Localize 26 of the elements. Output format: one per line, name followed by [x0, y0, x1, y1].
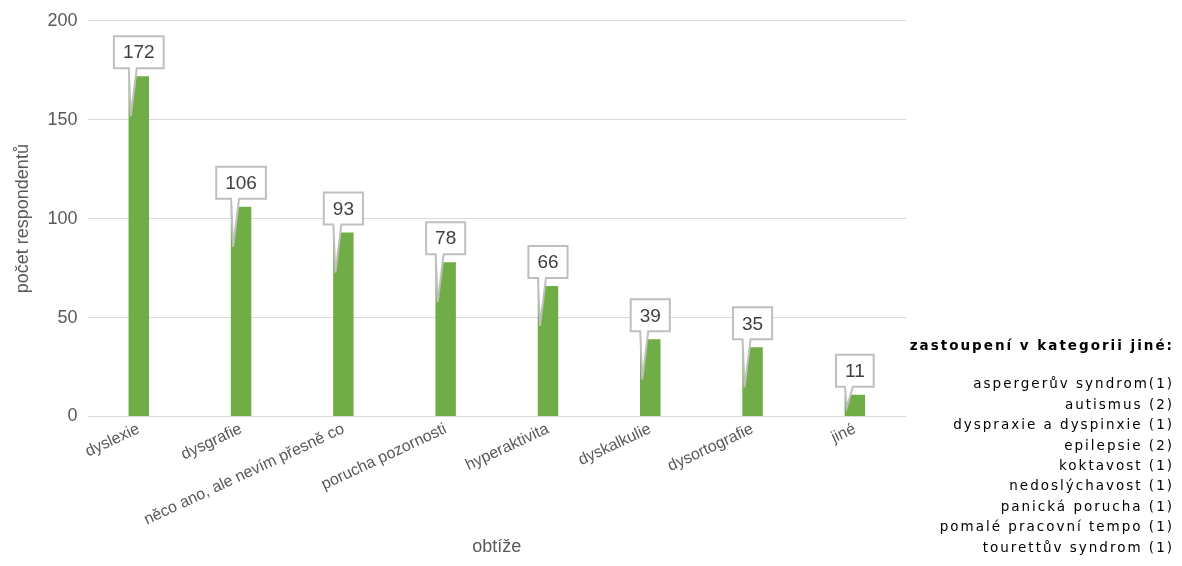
text: koktavost (1) — [1058, 456, 1174, 476]
text: zastoupení v kategorii jiné: — [908, 336, 1174, 355]
data-label: 39 — [639, 304, 661, 326]
x-tick-label: jiné — [827, 419, 859, 446]
y-tick-label: 100 — [47, 207, 78, 228]
y-tick-label: 200 — [47, 9, 78, 30]
data-label: 35 — [741, 312, 764, 334]
text: dyspraxie a dyspinxie (1) — [952, 415, 1174, 435]
data-label: 66 — [537, 251, 559, 273]
text: aspergerův syndrom(1) — [972, 374, 1174, 394]
y-tick-label: 150 — [47, 108, 78, 129]
data-label: 106 — [225, 172, 257, 194]
data-label: 78 — [435, 227, 457, 249]
y-tick-label: 0 — [67, 405, 78, 426]
text: epilepsie (2) — [1063, 435, 1174, 455]
text: nedoslýchavost (1) — [1008, 476, 1174, 496]
text: tourettův syndrom (1) — [981, 537, 1174, 557]
x-axis-title: obtíže — [472, 536, 522, 557]
y-axis-title: počet respondentů — [11, 144, 32, 294]
data-label: 172 — [122, 41, 155, 63]
data-label: 11 — [844, 360, 865, 381]
text: autismus (2) — [1063, 394, 1174, 414]
text: pomalé pracovní tempo (1) — [938, 517, 1174, 537]
data-label: 93 — [332, 197, 354, 219]
text: panická porucha (1) — [999, 496, 1174, 516]
y-tick-label: 50 — [57, 306, 78, 327]
